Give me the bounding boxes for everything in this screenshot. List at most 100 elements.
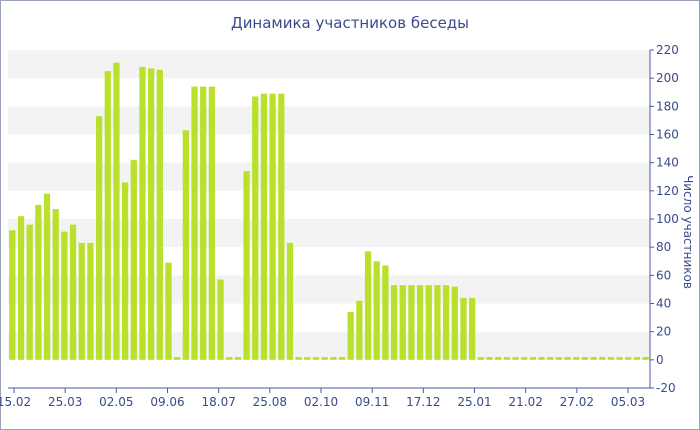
x-tick-label: 02.10	[304, 395, 338, 409]
x-tick-label: 09.06	[150, 395, 184, 409]
bar	[625, 357, 632, 360]
bar	[208, 86, 216, 360]
bar	[130, 159, 137, 360]
y-tick-label: 60	[656, 268, 671, 282]
bar	[226, 357, 233, 360]
bar	[590, 357, 597, 360]
bar	[217, 279, 224, 360]
bar	[416, 285, 424, 360]
bar	[295, 357, 302, 360]
bar	[521, 357, 528, 360]
y-tick-label: 140	[656, 156, 679, 170]
bar	[191, 86, 198, 360]
grid-band	[8, 275, 650, 304]
y-tick-label: 200	[656, 71, 679, 85]
bar	[399, 285, 406, 360]
bar	[573, 357, 580, 360]
bar	[469, 297, 476, 360]
bar	[252, 96, 259, 360]
bar	[642, 357, 649, 360]
bar	[460, 297, 467, 360]
bar	[364, 251, 372, 360]
bar	[43, 193, 51, 360]
bar	[451, 286, 458, 360]
x-tick-label: 02.05	[99, 395, 133, 409]
bar	[26, 224, 33, 360]
bar	[356, 300, 363, 360]
bar	[200, 86, 207, 360]
grid-band	[8, 219, 650, 248]
y-tick-label: 0	[656, 353, 664, 367]
bar	[104, 71, 111, 360]
bar	[286, 242, 294, 360]
bar	[330, 357, 337, 360]
bar	[547, 357, 554, 360]
bar	[17, 216, 25, 360]
bar	[148, 68, 155, 360]
y-axis-label: Число участников	[681, 175, 695, 289]
bar	[581, 357, 589, 360]
x-axis: 15.02 25.03 02.05 09.06 18.07 25.08 02.10 09.11…	[0, 387, 650, 409]
bar	[538, 357, 545, 360]
grid-band	[8, 106, 650, 135]
bar	[122, 182, 129, 360]
bar	[321, 357, 328, 360]
bar	[95, 116, 103, 360]
bar	[425, 285, 432, 360]
bar	[156, 69, 163, 360]
bar	[495, 357, 502, 360]
grid-band	[8, 50, 650, 79]
bar	[347, 311, 354, 360]
bar	[304, 357, 311, 360]
bar	[477, 357, 484, 360]
y-tick-label: 20	[656, 325, 671, 339]
x-tick-label: 17.12	[406, 395, 440, 409]
bar	[174, 357, 181, 360]
y-tick-label: 100	[656, 212, 679, 226]
bar	[633, 357, 641, 360]
bar	[69, 224, 77, 360]
bar	[373, 261, 380, 360]
bar	[443, 285, 450, 360]
bar	[87, 242, 94, 360]
bar	[9, 230, 16, 360]
bar	[234, 357, 242, 360]
grid-band	[8, 162, 650, 191]
x-tick-label: 05.03	[611, 395, 645, 409]
bar	[607, 357, 615, 360]
y-tick-label: 180	[656, 99, 679, 113]
bar	[434, 285, 441, 360]
bar	[616, 357, 623, 360]
bar	[182, 130, 189, 360]
bar	[260, 93, 268, 360]
bar	[312, 357, 320, 360]
bar	[78, 242, 85, 360]
bar	[269, 93, 276, 360]
y-tick-label: 120	[656, 184, 679, 198]
bars	[9, 62, 649, 360]
bar	[52, 209, 59, 360]
x-tick-label: 25.01	[457, 395, 491, 409]
bar	[503, 357, 510, 360]
y-tick-label: 40	[656, 297, 671, 311]
x-tick-label: 09.11	[355, 395, 389, 409]
y-tick-label: 80	[656, 240, 671, 254]
bar	[486, 357, 493, 360]
bar	[35, 204, 42, 360]
grid-band	[8, 331, 650, 360]
x-tick-label: 27.02	[560, 395, 594, 409]
y-axis: -20 0 20 40 60 80 100 120 140 160 180 200 220	[649, 43, 679, 395]
bar	[243, 171, 250, 360]
bar	[512, 357, 519, 360]
bar	[165, 262, 172, 360]
x-tick-label: 18.07	[201, 395, 235, 409]
y-tick-label: 220	[656, 43, 679, 57]
bar	[382, 265, 389, 360]
bar	[278, 93, 285, 360]
bar	[390, 285, 398, 360]
x-tick-label: 21.02	[508, 395, 542, 409]
x-tick-label: 15.02	[0, 395, 31, 409]
bar	[408, 285, 415, 360]
x-tick-label: 25.03	[48, 395, 82, 409]
